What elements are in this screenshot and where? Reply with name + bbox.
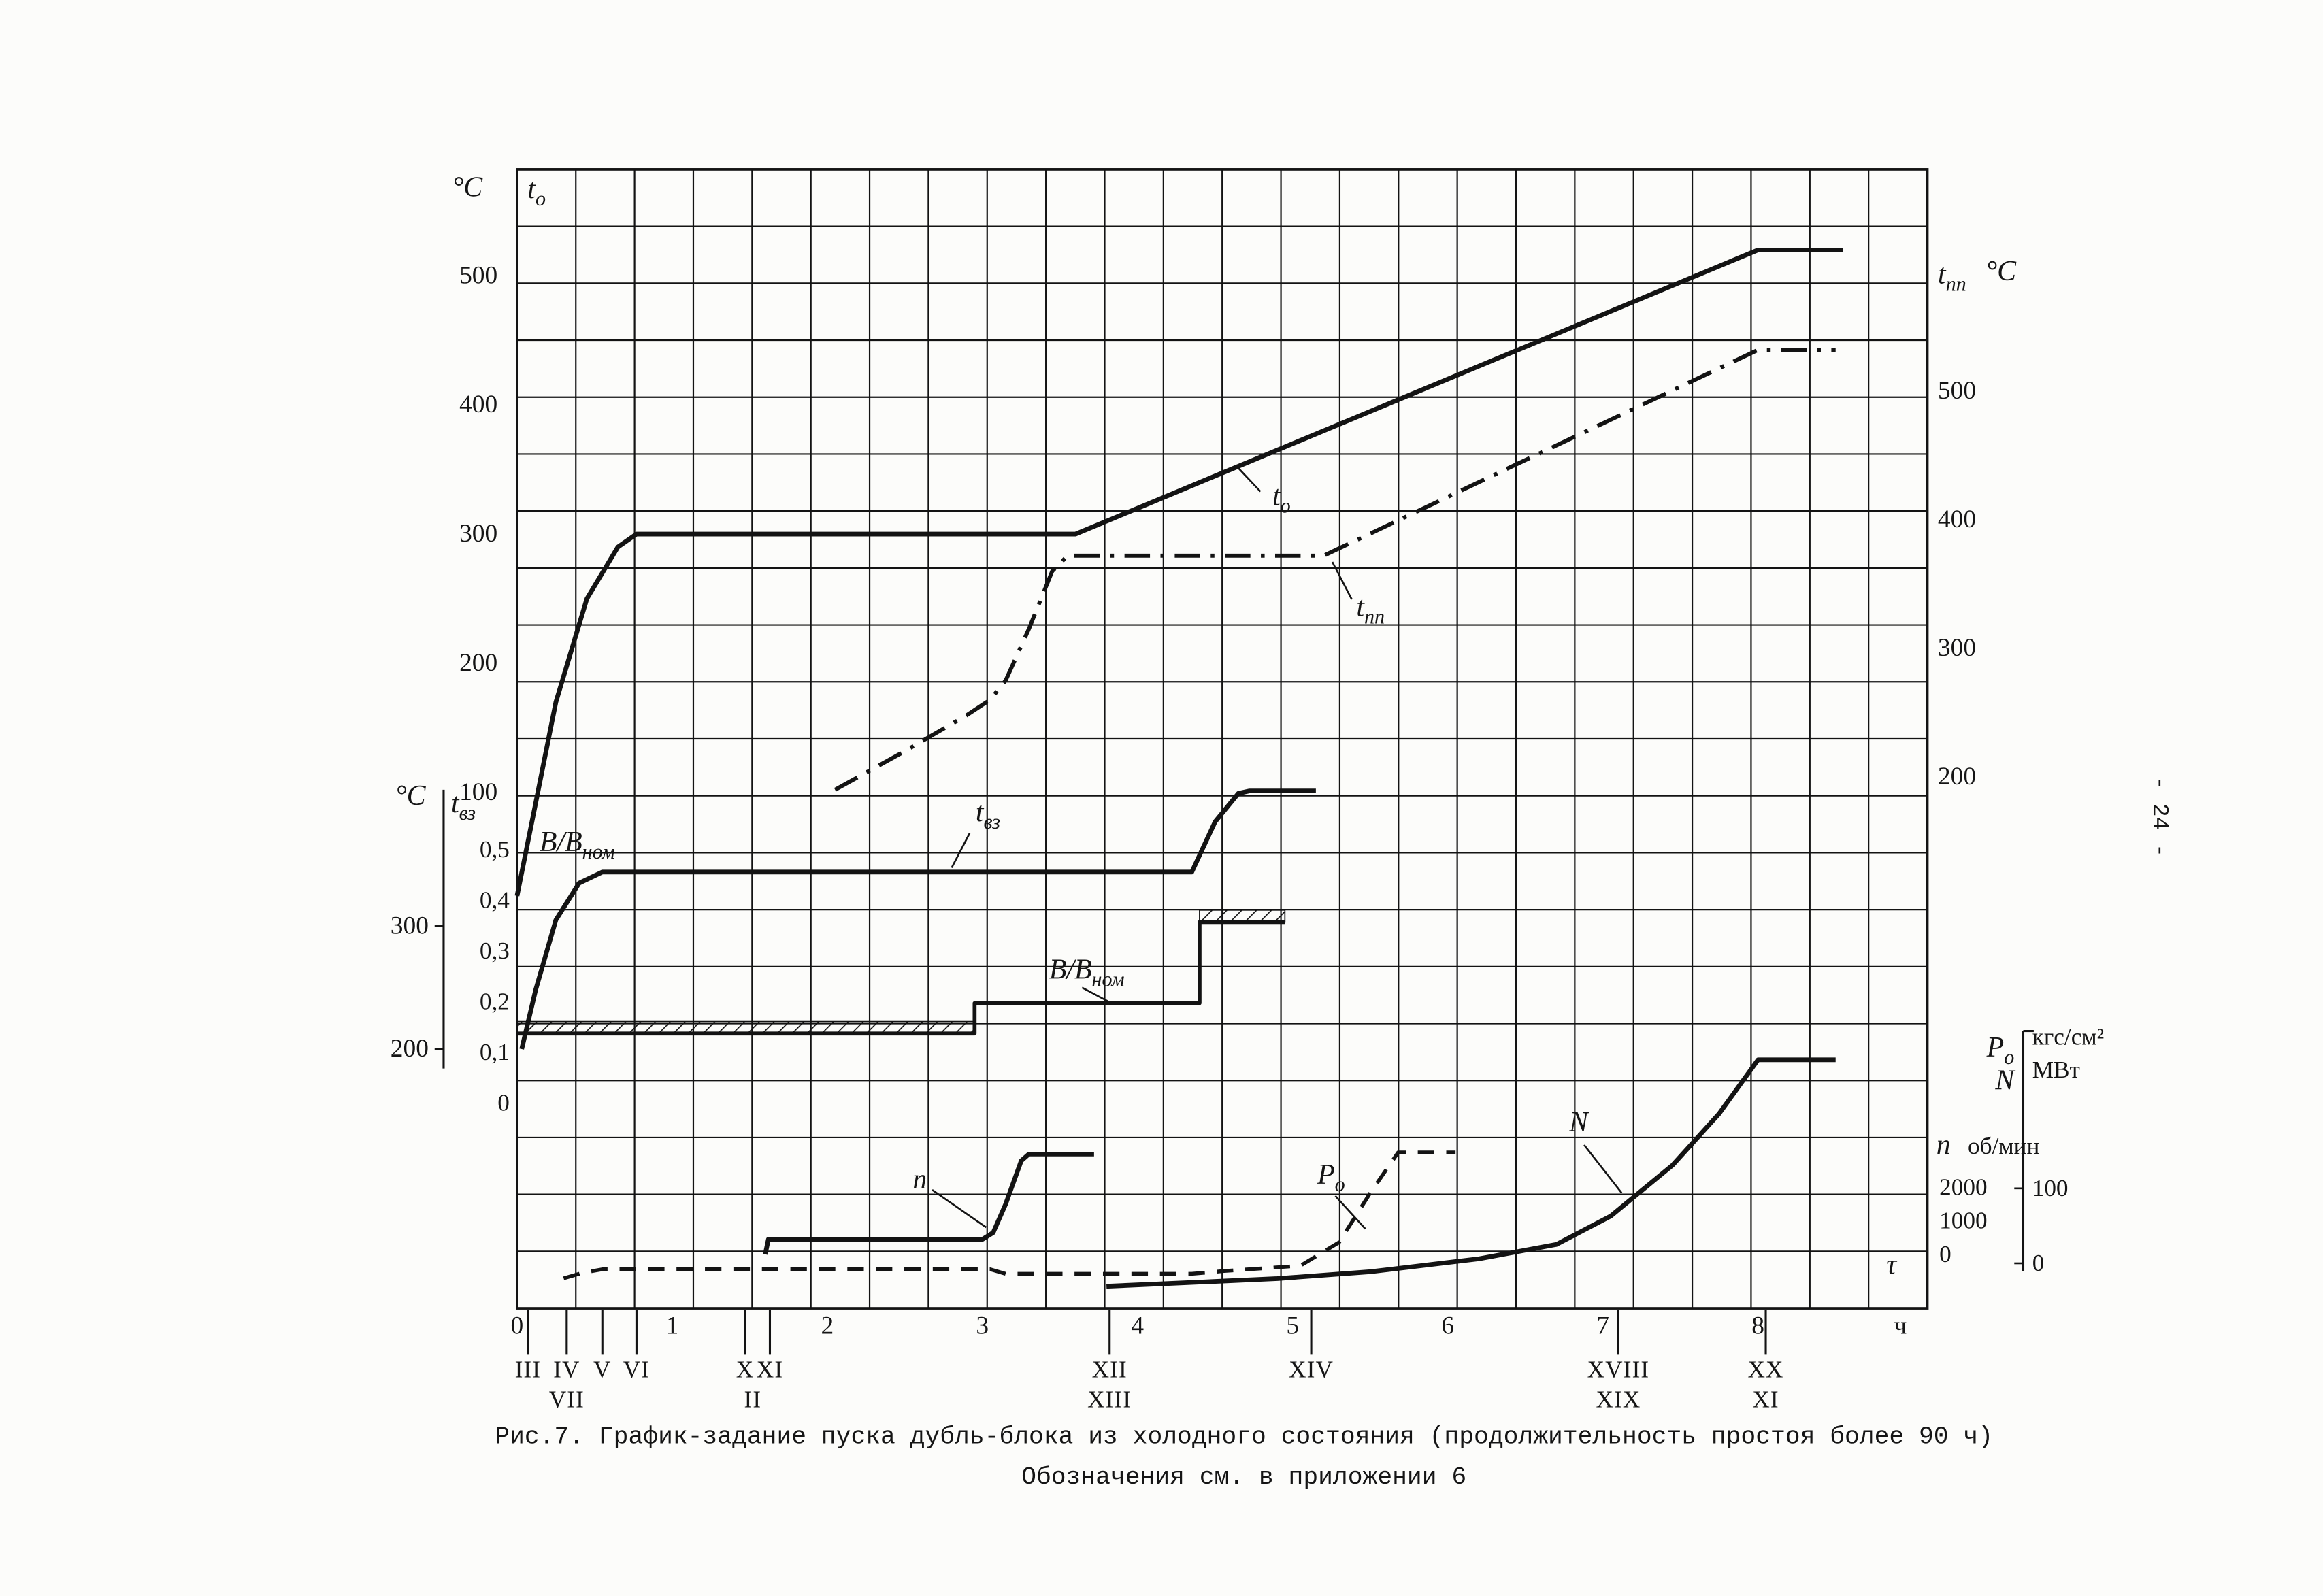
axis-x-tick: 1: [665, 1312, 678, 1340]
axis-p0-unit: кгс/см²: [2032, 1023, 2104, 1050]
axis-bb-tick: 0,5: [480, 836, 510, 863]
label-p0-leader: [1334, 1195, 1366, 1230]
axis-x-tick: 8: [1751, 1312, 1764, 1340]
label-p0: Pо: [1317, 1159, 1345, 1196]
axis-t0-tick: 500: [459, 261, 497, 289]
milestone-label-top: VI: [623, 1356, 650, 1382]
axis-bb-tick: 0,1: [480, 1039, 510, 1065]
axis-n-unit: об/мин: [1968, 1133, 2039, 1159]
series-tvz-curve: [519, 788, 1316, 1050]
label-tvz: tвз: [976, 797, 1000, 833]
label-tpp-leader: [1331, 561, 1353, 600]
grid: [516, 168, 1929, 1310]
axis-x-unit: ч: [1894, 1312, 1907, 1340]
figure-caption-line1: Рис.7. График-задание пуска дубль-блока …: [495, 1423, 1993, 1450]
axis-x-tick: 2: [821, 1312, 834, 1340]
curves: [514, 248, 1843, 1289]
axis-tpp-tick: 200: [1938, 763, 1976, 791]
label-tpp: tпп: [1356, 591, 1385, 628]
axis-pn-tick: 100: [2032, 1175, 2069, 1201]
label-t0: tо: [1272, 480, 1291, 517]
axis-x-tick: 5: [1286, 1312, 1299, 1340]
page-number: - 24 -: [2147, 776, 2173, 857]
axis-t0-tick: 100: [459, 778, 497, 806]
axis-tpp-unit: °C: [1986, 256, 2017, 287]
axis-t0-tick: 400: [459, 390, 497, 418]
label-N-leader: [1583, 1144, 1623, 1194]
series-p0-curve: [563, 1150, 1456, 1280]
milestone-label-top: XI: [757, 1356, 783, 1382]
axis-t0-tick: 300: [459, 520, 497, 548]
series-t0-curve: [514, 248, 1843, 897]
label-bb-leader: [1081, 986, 1108, 1002]
axis-tvz-tick: 200: [391, 1035, 429, 1063]
milestone-label-top: III: [515, 1356, 542, 1382]
axis-pn-tick: 0: [2032, 1250, 2045, 1276]
axis-n-label: n: [1937, 1129, 1951, 1161]
milestone-label-top: XIV: [1289, 1356, 1334, 1382]
axis-bb-tick: 0,2: [480, 988, 510, 1014]
label-n-leader: [932, 1188, 987, 1229]
milestone-label-bottom: XIII: [1087, 1386, 1132, 1412]
milestone-label-bottom: XI: [1752, 1386, 1779, 1412]
label-N: N: [1568, 1107, 1589, 1138]
axis-bb-tick: 0,3: [480, 937, 510, 964]
axis-t0-tick: 200: [459, 649, 497, 677]
axis-tpp-tick: 300: [1938, 634, 1976, 662]
label-tvz-leader: [951, 833, 971, 869]
curve-labels: tо tпп tвз B/Bном n Pо N: [912, 465, 1623, 1230]
axis-tpp-tick: 500: [1938, 377, 1976, 405]
milestone-label-top: XII: [1092, 1356, 1127, 1382]
milestone-label-top: XX: [1747, 1356, 1783, 1382]
axis-tpp-label: tпп: [1938, 259, 1966, 295]
series-N-curve: [1106, 1057, 1836, 1289]
grid-border: [516, 168, 1929, 1310]
series-n-curve: [763, 1151, 1094, 1255]
label-n: n: [912, 1164, 927, 1195]
axis-x-tick: 0: [511, 1312, 524, 1340]
figure-caption-line2: Обозначения см. в приложении 6: [1021, 1463, 1466, 1491]
milestone-label-top: V: [593, 1356, 612, 1382]
series-bb-curve: [516, 920, 1285, 1036]
axis-x-tick: 4: [1131, 1312, 1144, 1340]
axis-tpp-tick: 400: [1938, 505, 1976, 533]
axis-n-tick: 2000: [1939, 1174, 1987, 1201]
label-t0-leader: [1236, 465, 1262, 493]
axis-bb-tick: 0: [497, 1089, 510, 1116]
axis-N-unit: МВт: [2032, 1057, 2080, 1083]
axis-x-tick: 3: [976, 1312, 989, 1340]
axis-tvz-tick: 300: [391, 912, 429, 940]
axis-N-label: N: [1994, 1065, 2015, 1096]
axis-bb-tick: 0,4: [480, 886, 510, 913]
axis-tvz-unit: °C: [395, 780, 427, 812]
milestone-label-top: IV: [553, 1356, 580, 1382]
series-tpp-curve: [834, 348, 1836, 792]
axis-t0-label: tо: [527, 173, 546, 210]
milestone-label-bottom: VII: [549, 1386, 584, 1412]
axis-x-tick: 6: [1441, 1312, 1454, 1340]
axis-bb-label: B/Bном: [540, 827, 615, 863]
milestone-label-top: XVIII: [1587, 1356, 1650, 1382]
axis-n-tick: 1000: [1939, 1208, 1987, 1234]
axis-x-tick: 7: [1596, 1312, 1609, 1340]
axis-t0-unit: °C: [452, 172, 484, 203]
milestone-label-top: X: [736, 1356, 755, 1382]
axis-p0-label: Pо: [1986, 1032, 2015, 1069]
axis-n-tick: 0: [1939, 1241, 1951, 1267]
milestone-label-bottom: XIX: [1596, 1386, 1641, 1412]
milestone-label-bottom: II: [744, 1386, 762, 1412]
label-bb: B/Bном: [1049, 954, 1125, 991]
axis-x-tau: τ: [1886, 1249, 1898, 1280]
axis-tvz-label: tвз: [451, 788, 476, 825]
